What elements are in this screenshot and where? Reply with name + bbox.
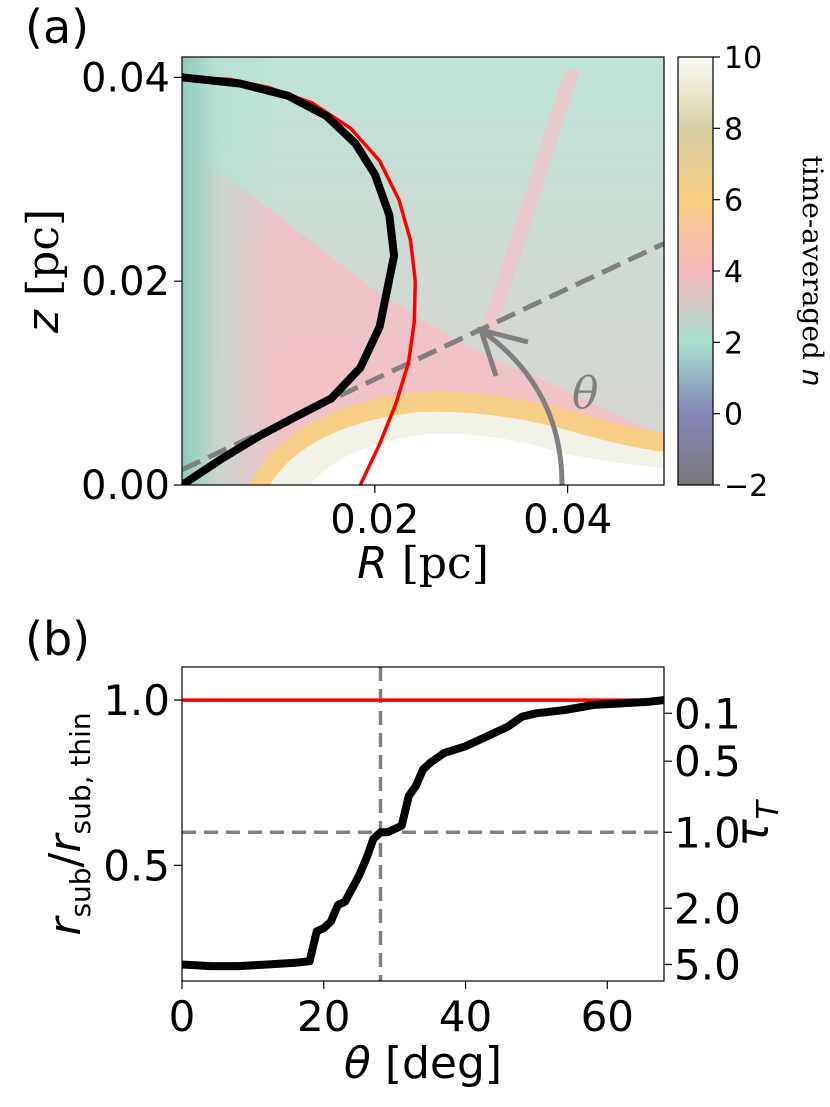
panel-a-frame: [181, 56, 665, 486]
x-tick-label: 0.04: [523, 497, 612, 543]
y-tick-label: 0.00: [81, 463, 170, 509]
theta-arrowhead: [477, 326, 529, 377]
panel-a: (a) θ 0.02 0.04 0.00 0.02 0.04 R [pc]: [18, 0, 829, 589]
right-tick-label: 2.0: [674, 884, 741, 933]
panel-b-right-ylabel: τT: [725, 798, 786, 847]
colorbar-label: time-averaged n: [796, 155, 829, 386]
colorbar-tick-label: 4: [724, 255, 743, 290]
heatmap: [182, 57, 664, 485]
theta-label: θ: [572, 368, 599, 419]
panel-a-x-ticks: 0.02 0.04: [330, 485, 612, 543]
right-tick-label: 5.0: [674, 940, 741, 989]
panel-b-xlabel: θ [deg]: [344, 1038, 502, 1089]
panel-a-ylabel: z [pc]: [18, 209, 69, 334]
colorbar-tick-label: 0: [724, 398, 743, 433]
y-tick-label: 0.04: [81, 55, 170, 101]
panel-a-y-ticks: 0.00 0.02 0.04: [81, 55, 182, 509]
heatmap-white-core: [310, 433, 664, 485]
sublimation-boundary-line: [182, 73, 399, 485]
panel-a-xlabel: R [pc]: [357, 538, 489, 589]
colorbar-tick-label: −2: [724, 469, 768, 504]
y-tick-label: 0.02: [81, 259, 170, 305]
right-tick-label: 1.0: [674, 808, 741, 857]
colorbar-tick-label: 6: [724, 184, 743, 219]
x-tick-label: 20: [297, 992, 350, 1041]
colorbar-gradient: [677, 56, 714, 486]
panel-b-x-ticks: 0 20 40 60: [169, 981, 634, 1041]
panel-a-lines: [182, 73, 664, 485]
right-tick-label: 0.1: [674, 689, 741, 738]
colorbar-ticks: −2 0 2 4 6 8 10: [713, 41, 768, 504]
colorbar-tick-label: 2: [724, 326, 743, 361]
y-tick-label: 1.0: [103, 676, 170, 725]
panel-b-frame: [181, 666, 665, 982]
ratio-curve: [182, 696, 664, 971]
panel-b-plot: [182, 667, 664, 981]
panel-b-y-ticks: 0.5 1.0: [103, 676, 182, 890]
x-tick-label: 40: [439, 992, 492, 1041]
panel-a-label: (a): [25, 0, 89, 54]
x-tick-label: 60: [581, 992, 634, 1041]
y-tick-label: 0.5: [103, 841, 170, 890]
panel-b-label: (b): [25, 612, 90, 666]
right-tick-label: 0.5: [674, 737, 741, 786]
theta-arc: [483, 330, 565, 486]
x-tick-label: 0.02: [330, 497, 419, 543]
panel-b-ylabel: rsub/rsub, thin: [40, 712, 97, 935]
colorbar-tick-label: 8: [724, 112, 743, 147]
colorbar: −2 0 2 4 6 8 10 time-averaged n: [677, 41, 829, 504]
colorbar-tick-label: 10: [724, 41, 762, 76]
x-tick-label: 0: [169, 992, 196, 1041]
panel-b: (b) 0 20 40 60 0.51.0 0.10.51.02.05.0 θ [de…: [25, 612, 786, 1089]
panel-b-right-ticks: 0.10.5 1.0 2.0 5.0: [664, 689, 741, 989]
theta-arrow: θ: [477, 326, 599, 486]
